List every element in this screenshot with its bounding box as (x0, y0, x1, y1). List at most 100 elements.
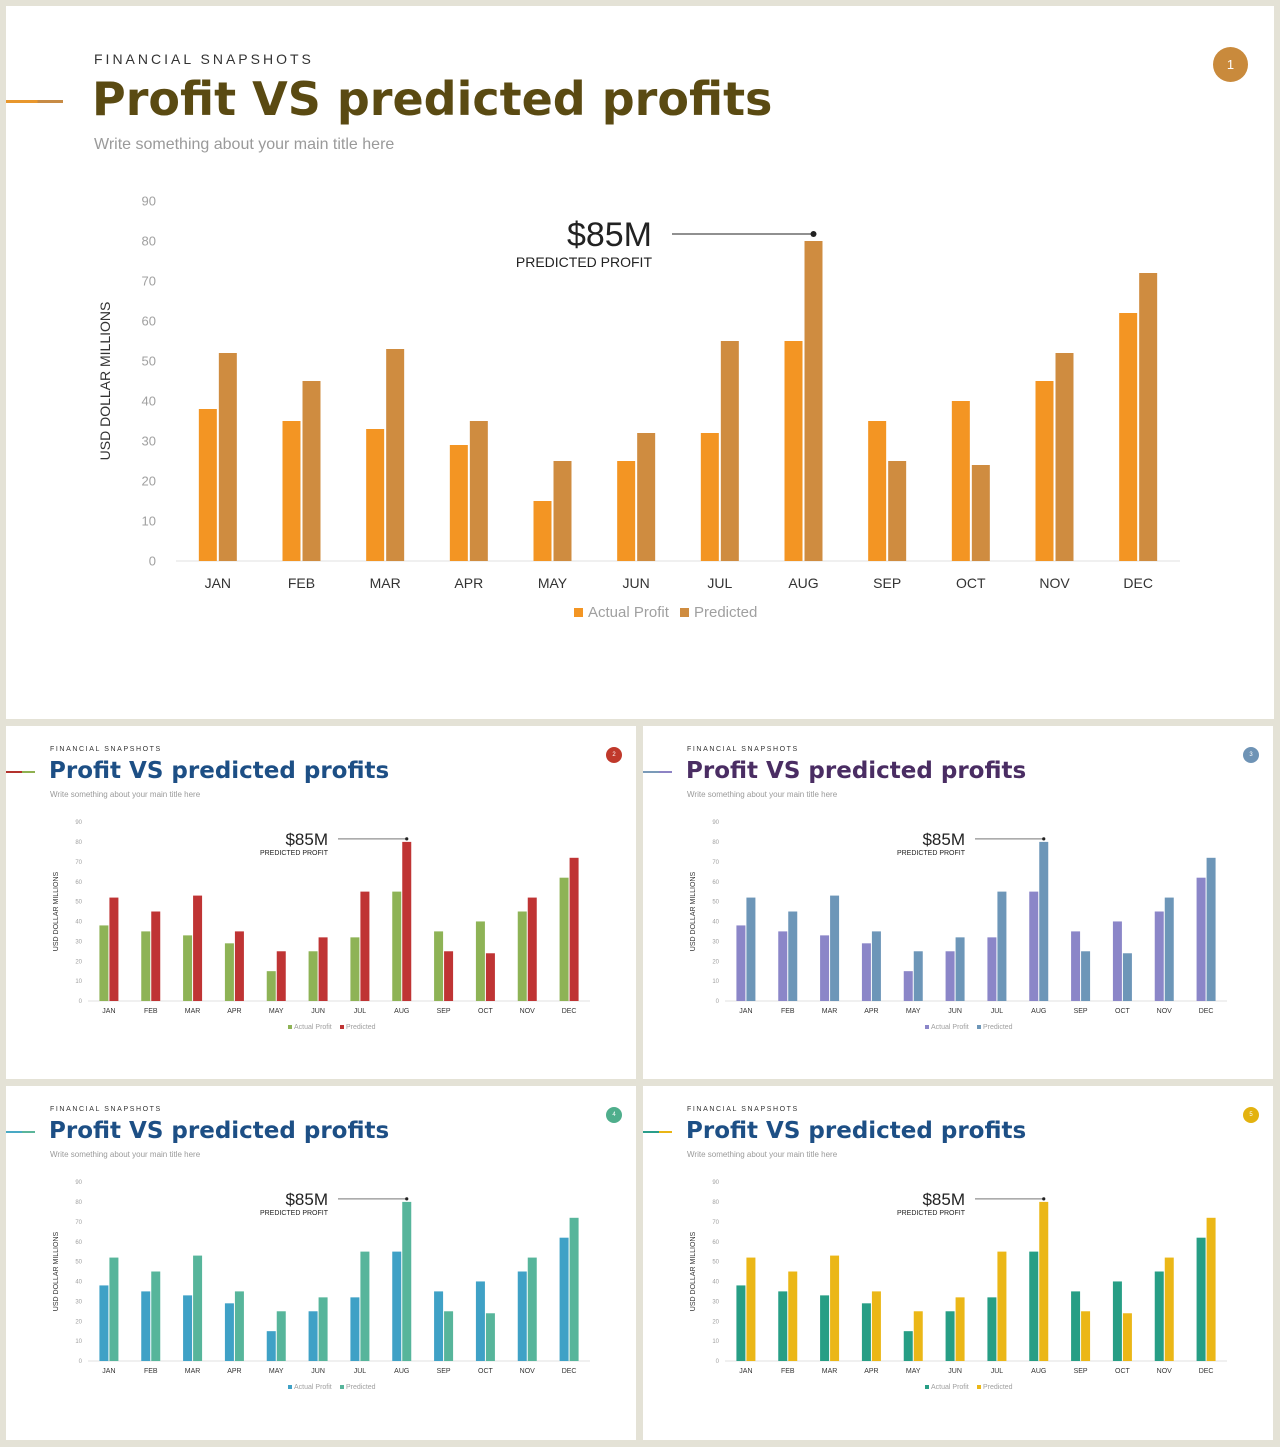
x-tick-label: OCT (478, 1008, 494, 1015)
x-tick-label: JAN (102, 1368, 115, 1375)
y-axis-label: USD DOLLAR MILLIONS (53, 1231, 60, 1311)
x-tick-label: DEC (1199, 1368, 1214, 1375)
legend-label-actual: Actual Profit (294, 1384, 332, 1391)
y-tick-label: 70 (75, 860, 82, 866)
x-tick-label: MAY (538, 575, 568, 591)
x-tick-label: SEP (873, 575, 901, 591)
y-tick-label: 0 (79, 1359, 83, 1365)
y-tick-label: 10 (712, 979, 719, 985)
annotation-label: PREDICTED PROFIT (260, 850, 329, 857)
x-tick-label: JUN (311, 1008, 325, 1015)
bar-actual-profit (99, 1285, 109, 1361)
annotation-dot (810, 231, 817, 237)
bar-actual-profit (987, 937, 997, 1001)
annotation-value: $85M (567, 216, 652, 254)
annotation-value: $85M (285, 1190, 328, 1209)
bar-predicted (218, 353, 237, 561)
title-accent-line (643, 771, 672, 773)
bar-actual-profit (517, 911, 527, 1001)
bar-actual-profit (1071, 931, 1081, 1001)
x-tick-label: OCT (956, 575, 986, 591)
legend-label-predicted: Predicted (983, 1024, 1013, 1031)
bar-predicted (997, 891, 1007, 1001)
bar-actual-profit (434, 1291, 444, 1361)
x-tick-label: NOV (1157, 1008, 1173, 1015)
bar-predicted (276, 951, 286, 1001)
y-tick-label: 40 (75, 920, 82, 926)
x-tick-label: FEB (781, 1368, 795, 1375)
bar-predicted (527, 1257, 537, 1361)
bar-actual-profit (308, 951, 318, 1001)
x-tick-label: APR (454, 575, 483, 591)
bar-predicted (569, 1217, 579, 1361)
x-tick-label: NOV (520, 1368, 536, 1375)
x-tick-label: AUG (394, 1008, 409, 1015)
y-tick-label: 60 (712, 1240, 719, 1246)
x-tick-label: NOV (520, 1008, 536, 1015)
x-tick-label: OCT (1115, 1008, 1131, 1015)
x-tick-label: JUN (623, 575, 650, 591)
page-number-badge: 5 (1243, 1107, 1259, 1123)
bar-predicted (402, 1201, 412, 1361)
x-tick-label: DEC (1123, 575, 1153, 591)
slide-kicker: FINANCIAL SNAPSHOTS (687, 1106, 799, 1113)
slide-subtitle: Write something about your main title he… (687, 1150, 838, 1159)
bar-predicted (1039, 1201, 1049, 1361)
y-tick-label: 20 (75, 959, 82, 965)
y-tick-label: 90 (712, 1180, 719, 1186)
legend-swatch-predicted (977, 1385, 981, 1389)
bar-predicted (1055, 353, 1074, 561)
annotation-label: PREDICTED PROFIT (516, 254, 653, 270)
bar-actual-profit (903, 1331, 913, 1361)
x-tick-label: FEB (288, 575, 315, 591)
bar-predicted (318, 937, 328, 1001)
bar-predicted (955, 937, 965, 1001)
x-tick-label: SEP (437, 1008, 451, 1015)
bar-actual-profit (224, 1303, 234, 1361)
annotation-label: PREDICTED PROFIT (260, 1210, 329, 1217)
y-tick-label: 50 (75, 900, 82, 906)
bar-actual-profit (700, 433, 719, 561)
slide-kicker: FINANCIAL SNAPSHOTS (94, 51, 314, 67)
annotation-value: $85M (922, 830, 965, 849)
bar-predicted (109, 897, 119, 1001)
bar-actual-profit (392, 891, 402, 1001)
y-tick-label: 90 (75, 820, 82, 826)
bar-actual-profit (1196, 877, 1206, 1001)
y-tick-label: 20 (712, 1319, 719, 1325)
bar-actual-profit (350, 1297, 360, 1361)
slide-1: FINANCIAL SNAPSHOTS Profit VS predicted … (6, 6, 1274, 719)
bar-actual-profit (945, 951, 955, 1001)
bar-actual-profit (517, 1271, 527, 1361)
bar-actual-profit (266, 1331, 276, 1361)
bar-predicted (955, 1297, 965, 1361)
x-tick-label: AUG (788, 575, 818, 591)
bar-predicted (804, 241, 823, 561)
slide-subtitle: Write something about your main title he… (687, 790, 838, 799)
legend-label-actual: Actual Profit (294, 1024, 332, 1031)
slide-2: FINANCIAL SNAPSHOTS Profit VS predicted … (6, 726, 636, 1079)
x-tick-label: MAR (185, 1008, 201, 1015)
y-tick-label: 50 (75, 1260, 82, 1266)
y-tick-label: 30 (712, 1299, 719, 1305)
slide-kicker: FINANCIAL SNAPSHOTS (50, 1106, 162, 1113)
bar-predicted (276, 1311, 286, 1361)
bar-predicted (1081, 1311, 1091, 1361)
bar-actual-profit (1196, 1237, 1206, 1361)
slide-title: Profit VS predicted profits (686, 1118, 1027, 1144)
bar-actual-profit (820, 1295, 830, 1361)
slide-subtitle: Write something about your main title he… (50, 790, 201, 799)
bar-predicted (997, 1251, 1007, 1361)
x-tick-label: JUN (948, 1368, 962, 1375)
bar-predicted (888, 461, 907, 561)
legend-label-predicted: Predicted (346, 1024, 376, 1031)
y-tick-label: 10 (712, 1339, 719, 1345)
bar-predicted (360, 891, 370, 1001)
x-tick-label: JUL (354, 1368, 367, 1375)
x-tick-label: JUL (707, 575, 732, 591)
y-tick-label: 20 (142, 474, 156, 489)
bar-actual-profit (1112, 1281, 1122, 1361)
x-tick-label: AUG (1031, 1008, 1046, 1015)
legend-swatch-predicted (977, 1025, 981, 1029)
slide-title: Profit VS predicted profits (49, 1118, 390, 1144)
